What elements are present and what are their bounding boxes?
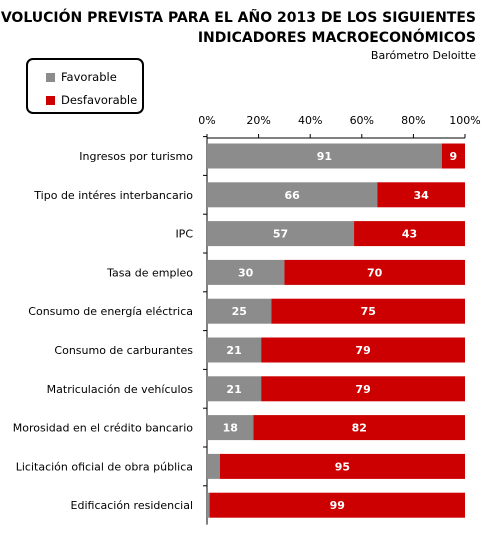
legend-label-desfavorable: Desfavorable <box>61 93 138 107</box>
chart-title-line-2: INDICADORES MACROECONÓMICOS <box>197 30 476 46</box>
bar-favorable <box>207 492 210 518</box>
legend-swatch-favorable <box>46 72 55 82</box>
bar-desfavorable <box>209 492 465 518</box>
data-label-favorable: 25 <box>232 305 247 318</box>
bar-desfavorable <box>284 259 465 285</box>
data-label-desfavorable: 43 <box>402 228 417 241</box>
x-tick-label: 40% <box>298 114 322 127</box>
bar-desfavorable <box>354 221 465 247</box>
bar-desfavorable <box>261 376 465 402</box>
category-label: Matriculación de vehículos <box>47 383 194 396</box>
legend-item-desfavorable: Desfavorable <box>46 93 137 107</box>
category-label: Licitación oficial de obra pública <box>16 460 193 473</box>
category-label: Edificación residencial <box>71 499 193 512</box>
bar-desfavorable <box>271 298 465 324</box>
chart-subtitle: Barómetro Deloitte <box>370 49 476 62</box>
data-label-desfavorable: 70 <box>367 266 383 279</box>
category-label: Consumo de carburantes <box>54 344 193 357</box>
bar-favorable <box>207 143 442 169</box>
legend-item-favorable: Favorable <box>46 70 117 84</box>
data-label-desfavorable: 34 <box>413 189 429 202</box>
legend-label-favorable: Favorable <box>61 70 117 84</box>
bar-favorable <box>207 221 355 247</box>
x-tick-label: 0% <box>198 114 215 127</box>
legend-swatch-desfavorable <box>46 95 55 105</box>
bar-favorable <box>207 298 272 324</box>
data-label-desfavorable: 79 <box>355 344 370 357</box>
data-label-favorable: 21 <box>226 344 241 357</box>
bar-favorable <box>207 259 285 285</box>
category-label: Tipo de intéres interbancario <box>33 189 193 202</box>
data-label-desfavorable: 9 <box>450 150 458 163</box>
data-label-favorable: 18 <box>223 422 238 435</box>
bar-desfavorable <box>441 143 465 169</box>
data-label-favorable: 66 <box>284 189 300 202</box>
bar-favorable <box>207 453 220 479</box>
data-label-desfavorable: 95 <box>335 460 350 473</box>
bar-desfavorable <box>219 453 465 479</box>
data-label-desfavorable: 82 <box>352 422 367 435</box>
category-label: Morosidad en el crédito bancario <box>13 422 194 435</box>
bar-desfavorable <box>253 415 465 441</box>
category-label: Ingresos por turismo <box>79 150 193 163</box>
category-label: IPC <box>175 228 193 241</box>
bar-favorable <box>207 337 262 363</box>
data-label-desfavorable: 99 <box>330 499 345 512</box>
category-label: Tasa de empleo <box>106 266 193 279</box>
bar-desfavorable <box>377 182 465 208</box>
bar-desfavorable <box>261 337 465 363</box>
x-tick-label: 80% <box>401 114 425 127</box>
data-label-favorable: 57 <box>273 228 288 241</box>
data-label-desfavorable: 75 <box>361 305 376 318</box>
bar-favorable <box>207 415 254 441</box>
x-tick-label: 20% <box>246 114 270 127</box>
bar-favorable <box>207 376 262 402</box>
data-label-favorable: 21 <box>226 383 241 396</box>
data-label-desfavorable: 79 <box>355 383 370 396</box>
chart-title-line-1: EVOLUCIÓN PREVISTA PARA EL AÑO 2013 DE L… <box>0 10 476 26</box>
x-tick-label: 100% <box>449 114 480 127</box>
legend: Favorable Desfavorable <box>26 58 144 114</box>
chart-title: EVOLUCIÓN PREVISTA PARA EL AÑO 2013 DE L… <box>0 8 476 48</box>
x-tick-label: 60% <box>350 114 374 127</box>
category-label: Consumo de energía eléctrica <box>28 305 193 318</box>
data-label-favorable: 91 <box>317 150 332 163</box>
data-label-favorable: 30 <box>238 266 254 279</box>
bar-favorable <box>207 182 378 208</box>
